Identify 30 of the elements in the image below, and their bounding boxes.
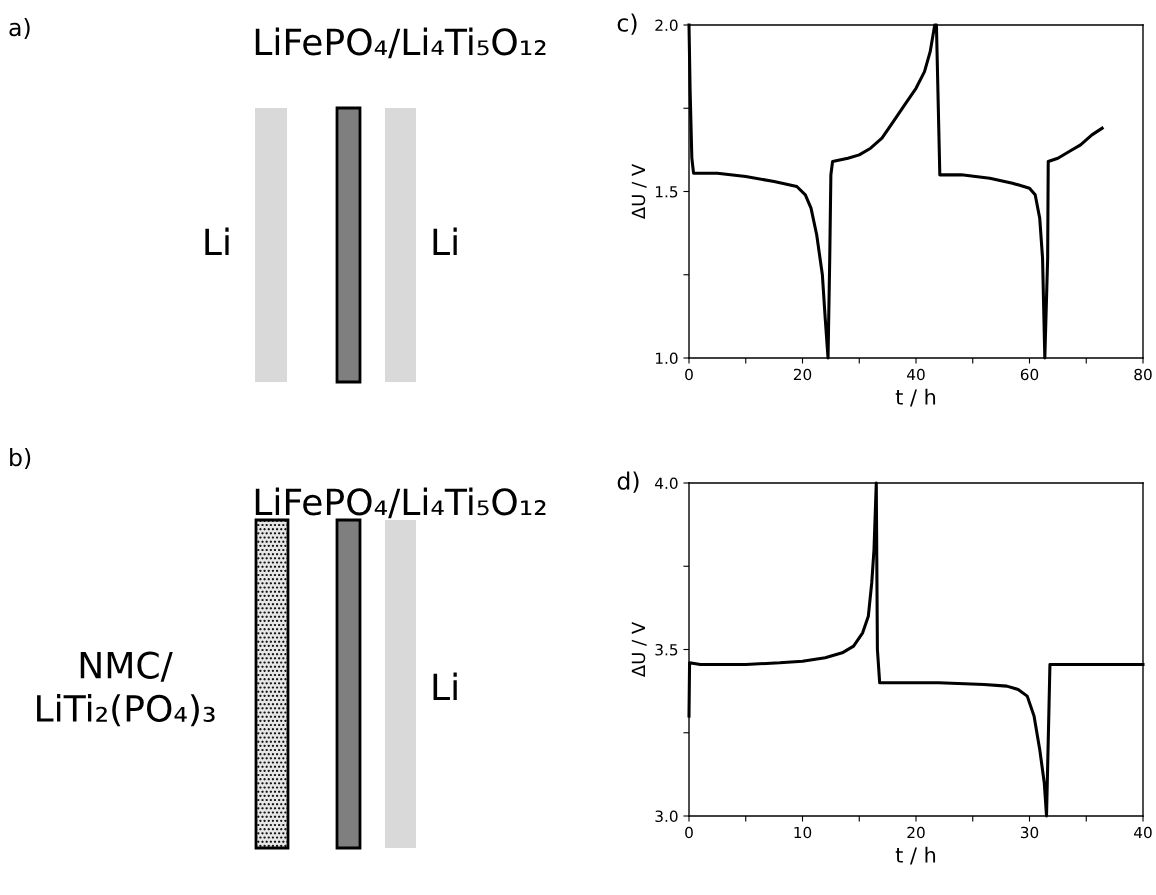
x-tick-label: 80 [1134, 368, 1152, 381]
text: d) [617, 471, 639, 493]
x-tick-label: 40 [907, 368, 925, 381]
y-tick-label: 2.0 [655, 19, 678, 32]
text: Li [205, 227, 229, 255]
x-tick-label: 0 [685, 826, 693, 839]
text: LiFePO₄/Li₄Ti₅O₁₂ [255, 27, 546, 59]
text: a) [9, 18, 30, 40]
x-tick-label: 10 [794, 826, 812, 839]
y-tick-label: 3.5 [655, 643, 678, 656]
x-tick-label: 60 [1020, 368, 1039, 381]
x-tick-label: 0 [685, 368, 693, 381]
x-axis-title: t / h [895, 846, 936, 865]
y-tick-label: 3.0 [655, 810, 678, 823]
text: NMC/ LiTi₂(PO₄)₃ [37, 651, 215, 727]
text: c) [617, 13, 637, 35]
x-tick-label: 30 [1020, 826, 1039, 839]
text: LiFePO₄/Li₄Ti₅O₁₂ [255, 487, 546, 519]
y-tick-label: 4.0 [655, 477, 678, 490]
text: Li [433, 672, 457, 700]
y-tick-label: 1.0 [655, 352, 678, 365]
text: b) [10, 448, 31, 470]
y-axis-title: ΔU / V [631, 621, 647, 678]
x-axis-title: t / h [895, 388, 936, 407]
text: Li [433, 227, 457, 255]
x-tick-label: 40 [1134, 826, 1152, 839]
x-tick-label: 20 [907, 826, 925, 839]
y-axis-title: ΔU / V [631, 163, 647, 220]
y-tick-label: 1.5 [655, 186, 678, 198]
x-tick-label: 20 [793, 368, 812, 381]
